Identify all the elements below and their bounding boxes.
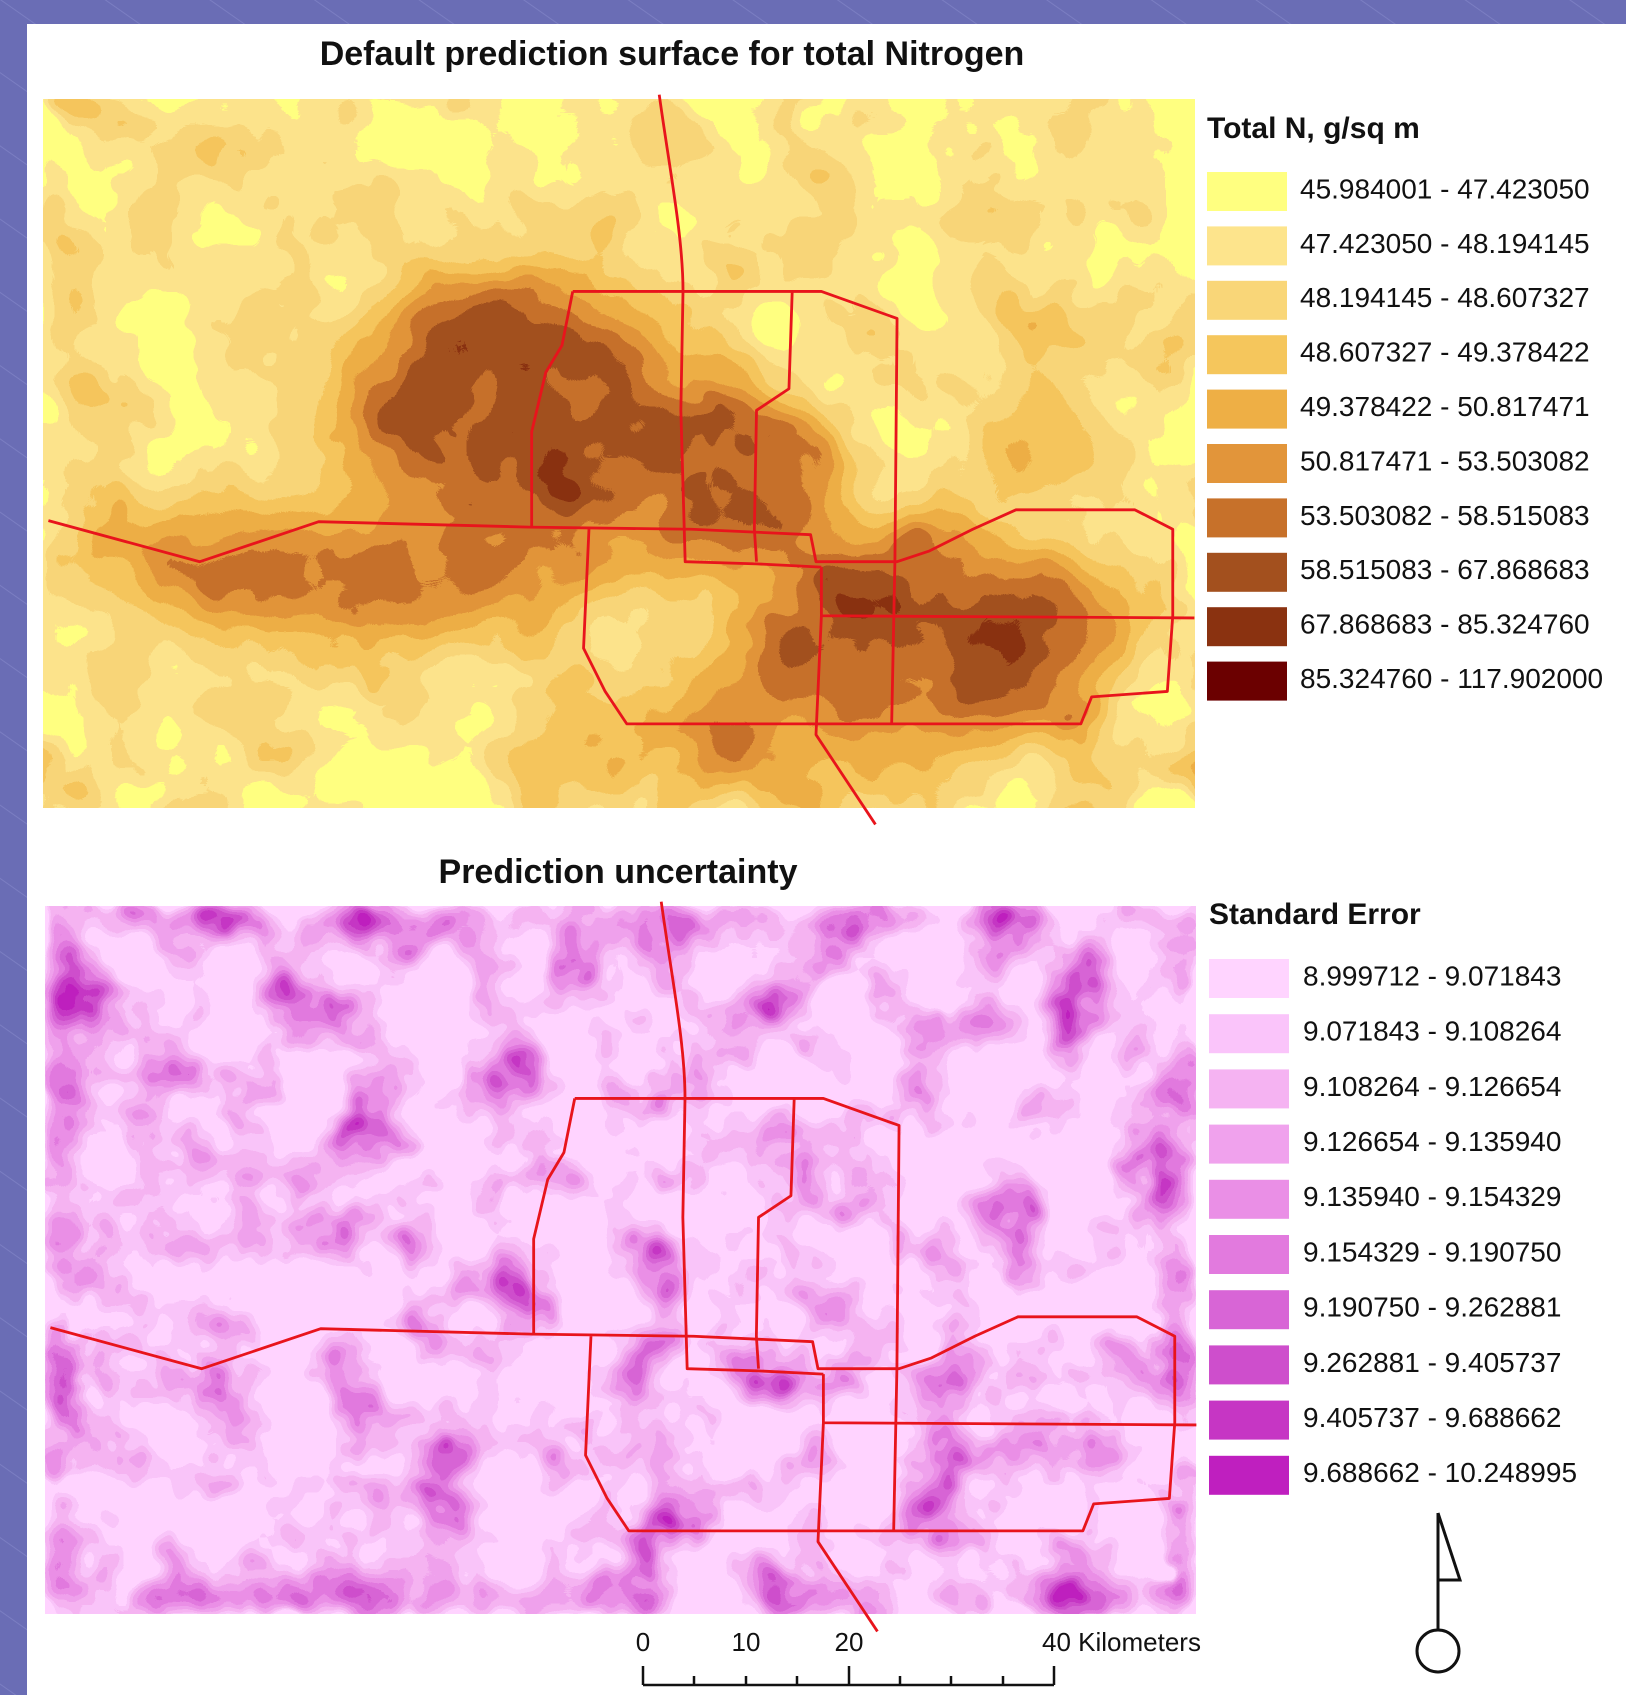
legend-label: 48.194145 - 48.607327 bbox=[1300, 282, 1590, 313]
scale-label: 40 Kilometers bbox=[1042, 1627, 1201, 1657]
legend-swatch bbox=[1209, 1069, 1289, 1108]
legend-swatch bbox=[1209, 1235, 1289, 1274]
legend-swatch bbox=[1209, 1180, 1289, 1219]
legend-label: 9.154329 - 9.190750 bbox=[1303, 1236, 1561, 1267]
map-title: Prediction uncertainty bbox=[439, 853, 798, 891]
legend-label: 9.108264 - 9.126654 bbox=[1303, 1071, 1561, 1102]
map-title: Default prediction surface for total Nit… bbox=[320, 35, 1025, 73]
legend-title: Total N, g/sq m bbox=[1207, 112, 1420, 145]
uncertainty-map bbox=[45, 902, 1196, 1632]
legend-label: 9.126654 - 9.135940 bbox=[1303, 1126, 1561, 1157]
legend-label: 9.688662 - 10.248995 bbox=[1303, 1457, 1577, 1488]
legend-label: 53.503082 - 58.515083 bbox=[1300, 500, 1590, 531]
legend-swatch bbox=[1209, 1014, 1289, 1053]
legend-label: 9.190750 - 9.262881 bbox=[1303, 1292, 1561, 1323]
legend-swatch bbox=[1207, 335, 1287, 374]
legend-swatch bbox=[1209, 959, 1289, 998]
legend-swatch bbox=[1209, 1290, 1289, 1329]
legend-swatch bbox=[1207, 444, 1287, 483]
legend-label: 67.868683 - 85.324760 bbox=[1300, 609, 1590, 640]
legend-label: 49.378422 - 50.817471 bbox=[1300, 391, 1590, 422]
legend-label: 9.071843 - 9.108264 bbox=[1303, 1016, 1561, 1047]
legend-swatch bbox=[1209, 1125, 1289, 1164]
legend-label: 8.999712 - 9.071843 bbox=[1303, 960, 1561, 991]
legend-swatch bbox=[1209, 1401, 1289, 1440]
legend-swatch bbox=[1207, 553, 1287, 592]
legend-label: 9.262881 - 9.405737 bbox=[1303, 1347, 1561, 1378]
legend-swatch bbox=[1209, 1456, 1289, 1495]
legend-swatch bbox=[1207, 226, 1287, 265]
legend-label: 45.984001 - 47.423050 bbox=[1300, 173, 1590, 204]
nitrogen-map bbox=[43, 95, 1195, 825]
scale-label: 0 bbox=[636, 1627, 650, 1657]
legend-swatch bbox=[1207, 281, 1287, 320]
page: { "maps": [ { "title": "Default predicti… bbox=[0, 0, 1626, 1695]
legend-label: 85.324760 - 117.902000 bbox=[1300, 663, 1603, 694]
legend-swatch bbox=[1207, 662, 1287, 701]
legend-label: 58.515083 - 67.868683 bbox=[1300, 554, 1590, 585]
legend-swatch bbox=[1207, 172, 1287, 211]
scale-label: 20 bbox=[835, 1627, 864, 1657]
legend-swatch bbox=[1207, 390, 1287, 429]
legend-swatch bbox=[1207, 498, 1287, 537]
legend-label: 47.423050 - 48.194145 bbox=[1300, 228, 1590, 259]
legend-label: 9.135940 - 9.154329 bbox=[1303, 1181, 1561, 1212]
scale-label: 10 bbox=[732, 1627, 761, 1657]
legend-title: Standard Error bbox=[1209, 898, 1421, 931]
legend-swatch bbox=[1207, 607, 1287, 646]
legend-swatch bbox=[1209, 1345, 1289, 1384]
legend-label: 9.405737 - 9.688662 bbox=[1303, 1402, 1561, 1433]
legend-label: 48.607327 - 49.378422 bbox=[1300, 337, 1590, 368]
legend-label: 50.817471 - 53.503082 bbox=[1300, 445, 1590, 476]
slide: Default prediction surface for total Nit… bbox=[0, 0, 1626, 1695]
